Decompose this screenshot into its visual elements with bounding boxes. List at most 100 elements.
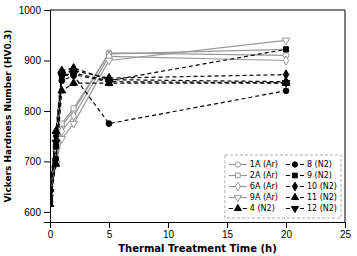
tick: 800 [24,106,50,117]
series [50,64,290,192]
series-line [50,71,286,192]
marker [105,58,113,65]
series [50,66,289,197]
legend-item: 4 (N2) [229,204,275,213]
legend-label: 2A (Ar) [250,171,278,180]
series-line [50,49,286,189]
legend-marker [291,193,298,199]
y-axis-title: Vickers Hardness Number (HV0.3) [3,30,13,203]
tick-label: 20 [281,229,293,240]
tick-mark [168,222,169,228]
legend-label: 10 (N2) [307,182,337,191]
tick-label: 10 [163,229,175,240]
legend-marker [292,182,297,191]
tick: 700 [24,156,50,167]
series [50,52,289,199]
tick-mark [109,222,110,228]
series [50,73,289,205]
series-line [50,49,286,197]
legend-marker [234,195,241,201]
marker [59,121,64,126]
y-axis: 600 700 800 900 1000 [19,5,51,223]
tick: 1000 [19,5,50,16]
tick: 5 [107,222,113,240]
marker [283,56,288,65]
legend-item: 6A (Ar) [229,182,278,191]
tick: 900 [24,55,50,66]
series [50,79,290,207]
tick-mark [286,222,287,228]
tick-label: 800 [24,106,41,117]
legend-label: 12 (N2) [307,204,337,213]
legend-label: 1A (Ar) [250,160,278,169]
tick: 15 [222,222,234,240]
series [50,47,289,200]
tick: 25 [340,222,352,240]
chart: 0 5 10 15 20 25 600 700 800 900 1000 1A (Ar) 2A (Ar)… [0,0,357,256]
legend-label: 6A (Ar) [250,182,278,191]
marker [52,127,60,134]
marker [52,140,60,147]
marker [282,38,290,45]
legend-frame [225,155,341,218]
frame [50,10,345,11]
marker [105,79,113,86]
marker [70,72,78,79]
series-line [50,68,286,189]
frame [345,10,346,222]
tick-label: 600 [24,207,41,218]
legend-label: 11 (N2) [307,193,337,202]
tick-label: 15 [222,229,234,240]
tick-mark [227,222,228,228]
tick-label: 0 [48,229,54,240]
marker [70,121,78,128]
legend-marker [292,162,297,167]
marker [58,73,66,80]
legend-label: 4 (N2) [250,204,275,213]
series-line [50,76,286,202]
plot: 0 5 10 15 20 25 600 700 800 900 1000 1A (Ar) 2A (Ar)… [19,5,352,240]
legend-item: 8 (N2) [286,160,332,169]
marker [105,79,113,86]
axis-line [44,11,51,223]
marker [70,64,78,71]
legend-item: 2A (Ar) [229,171,278,180]
tick-label: 5 [107,229,113,240]
legend-item: 12 (N2) [286,204,337,213]
tick-mark [44,111,50,112]
tick-mark [44,161,50,162]
tick-mark [44,60,50,61]
marker [283,47,288,52]
x-axis: 0 5 10 15 20 25 [48,222,352,240]
legend-marker [291,206,298,212]
legend-marker [235,182,240,191]
marker [59,126,64,135]
tick-mark [44,212,50,213]
marker [71,106,76,111]
legend-item: 10 (N2) [286,182,337,191]
marker [50,189,54,196]
series [50,50,289,190]
legend-item: 11 (N2) [286,193,337,202]
legend-marker [235,173,240,178]
legend-marker [234,204,241,210]
marker [283,47,288,52]
legend-label: 9 (N2) [307,171,332,180]
tick: 600 [24,207,50,218]
legend: 1A (Ar)2A (Ar)6A (Ar)9A (Ar)4 (N2)8 (N2)… [225,155,341,218]
legend-label: 8 (N2) [307,160,332,169]
tick-label: 1000 [19,5,42,16]
tick: 10 [163,222,175,240]
legend-marker [235,162,240,167]
marker [283,88,289,94]
series-line [50,75,286,192]
series-line [50,56,286,194]
series-line [50,40,286,196]
tick: 0 [48,222,54,240]
marker [106,121,112,127]
legend-item: 1A (Ar) [229,160,278,169]
tick-mark [345,222,346,228]
marker [58,66,66,73]
axis-line [51,223,346,229]
series-line [50,83,286,204]
